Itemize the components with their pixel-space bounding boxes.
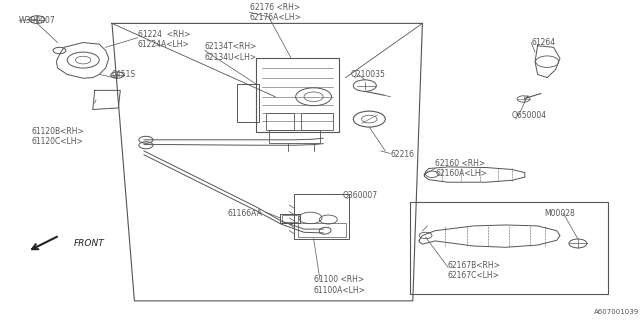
Text: 62216: 62216 xyxy=(390,150,415,159)
Bar xyxy=(298,223,346,237)
Text: 61100 <RH>
61100A<LH>: 61100 <RH> 61100A<LH> xyxy=(314,275,365,295)
Bar xyxy=(237,84,259,122)
Text: A607001039: A607001039 xyxy=(593,309,639,315)
Text: FRONT: FRONT xyxy=(74,239,104,248)
Text: 62167B<RH>
62167C<LH>: 62167B<RH> 62167C<LH> xyxy=(448,261,501,280)
Text: 61264: 61264 xyxy=(531,38,556,47)
Bar xyxy=(282,215,298,222)
Text: 62176 <RH>
62176A<LH>: 62176 <RH> 62176A<LH> xyxy=(250,3,301,22)
Bar xyxy=(294,194,349,239)
Text: 62134T<RH>
62134U<LH>: 62134T<RH> 62134U<LH> xyxy=(205,43,257,62)
Text: Q210035: Q210035 xyxy=(351,70,385,79)
Bar xyxy=(280,214,300,223)
Text: M00028: M00028 xyxy=(544,209,575,218)
Text: 61224  <RH>
61224A<LH>: 61224 <RH> 61224A<LH> xyxy=(138,30,190,49)
Bar xyxy=(301,113,333,130)
Text: 0451S: 0451S xyxy=(112,70,136,79)
Text: W300007: W300007 xyxy=(19,16,56,25)
Text: 61166AA: 61166AA xyxy=(227,209,262,218)
Bar xyxy=(269,130,320,143)
Text: 61120B<RH>
61120C<LH>: 61120B<RH> 61120C<LH> xyxy=(32,127,84,146)
Text: Q360007: Q360007 xyxy=(342,191,378,200)
Text: Q650004: Q650004 xyxy=(512,111,547,120)
Bar xyxy=(256,59,339,132)
Bar xyxy=(410,202,608,294)
Bar xyxy=(266,113,294,130)
Text: 62160 <RH>
62160A<LH>: 62160 <RH> 62160A<LH> xyxy=(435,159,487,178)
